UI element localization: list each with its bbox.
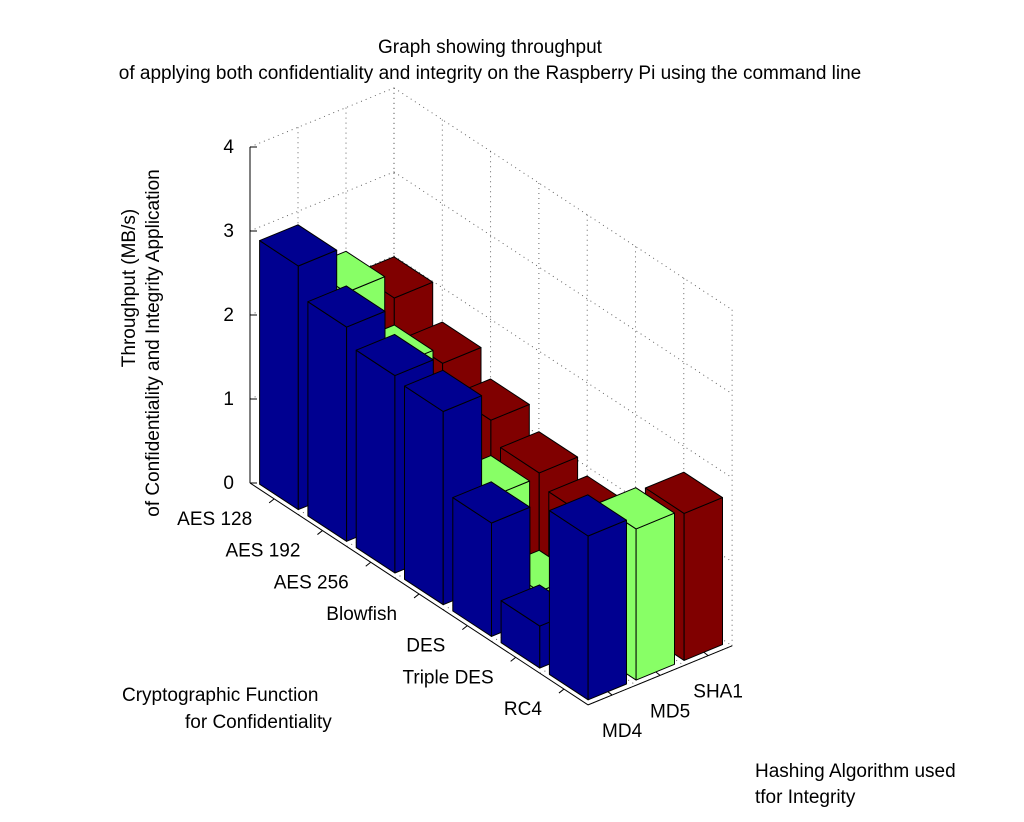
z-tick-label: 2 bbox=[223, 305, 234, 326]
x-tick bbox=[365, 561, 372, 567]
category-tick-label: Blowfish bbox=[326, 604, 397, 625]
category-tick-label: AES 128 bbox=[177, 509, 252, 530]
x-tick bbox=[317, 530, 323, 535]
bar-face-front bbox=[307, 301, 348, 542]
bar-face-top bbox=[548, 494, 627, 537]
category-tick-label: RC4 bbox=[504, 699, 542, 720]
bar-face-top bbox=[452, 481, 531, 524]
y-axis-title-line-2: tfor Integrity bbox=[755, 787, 856, 808]
category-tick-label: Triple DES bbox=[402, 667, 493, 688]
z-tick-label: 3 bbox=[223, 221, 234, 242]
chart-title-line-2: of applying both confidentiality and int… bbox=[118, 63, 862, 84]
y-axis-title-line-1: Hashing Algorithm used bbox=[755, 761, 956, 782]
bar-face-front bbox=[404, 385, 444, 606]
grid-line bbox=[249, 87, 395, 148]
x-tick bbox=[462, 625, 468, 631]
category-tick-label: AES 256 bbox=[274, 572, 349, 593]
bar-face-top bbox=[500, 431, 579, 474]
z-tick-label: 0 bbox=[223, 473, 234, 494]
chart-title-line-1: Graph showing throughput bbox=[378, 37, 602, 58]
depth-tick-label: MD4 bbox=[602, 721, 643, 742]
bar-face-top bbox=[404, 369, 483, 412]
category-tick-label: AES 192 bbox=[225, 541, 300, 562]
bar-face-front bbox=[548, 510, 589, 701]
bar-face-front bbox=[259, 240, 299, 511]
bars-layer bbox=[259, 224, 723, 701]
x-tick bbox=[510, 656, 516, 662]
depth-tick-label: SHA1 bbox=[693, 682, 743, 703]
z-tick-label: 4 bbox=[223, 137, 234, 158]
category-tick-label: DES bbox=[406, 636, 445, 657]
grid-line bbox=[393, 87, 733, 311]
bar-face-side bbox=[635, 512, 675, 681]
bar-face-side bbox=[683, 497, 723, 661]
x-axis-title-line-2: for Confidentiality bbox=[185, 712, 332, 733]
bar-face-top bbox=[259, 224, 338, 267]
bar-md4-rc4 bbox=[548, 494, 627, 701]
bar-face-top bbox=[644, 471, 723, 514]
bar-face-top bbox=[355, 333, 434, 377]
axis-layer: 0 1 2 3 4 AES 128 AES 192 AES 256 Blowfish DES Tri… bbox=[177, 137, 743, 742]
z-axis-title-line-1: Throughput (MB/s) bbox=[119, 209, 140, 367]
bar-face-top bbox=[307, 285, 386, 328]
bar-face-side bbox=[587, 519, 627, 701]
depth-tick-label: MD5 bbox=[650, 701, 690, 722]
bar-face-front bbox=[355, 349, 396, 574]
x-tick bbox=[413, 593, 420, 599]
z-tick-label: 1 bbox=[223, 389, 234, 410]
grid-line bbox=[249, 171, 395, 232]
x-tick bbox=[558, 688, 565, 694]
x-tick bbox=[268, 498, 275, 504]
z-axis-title-line-2: of Confidentiality and Integrity Applica… bbox=[143, 169, 164, 517]
x-axis-title-line-1: Cryptographic Function bbox=[122, 685, 319, 706]
